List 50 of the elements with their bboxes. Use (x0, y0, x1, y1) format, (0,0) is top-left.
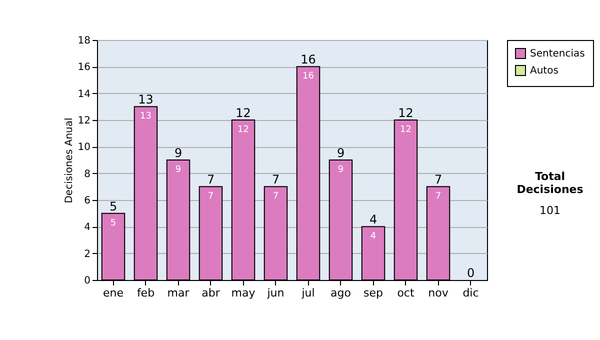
total-label: 12 (398, 106, 414, 120)
x-tick-label: ene (102, 286, 124, 300)
data-label: 16 (302, 72, 314, 82)
total-label: 7 (434, 172, 442, 187)
y-tick-label: 14 (78, 88, 90, 100)
y-tick-label: 12 (78, 116, 90, 126)
x-tick-label: oct (397, 286, 415, 300)
y-axis-title: Decisiones Anual (64, 118, 75, 204)
y-tick-label: 10 (78, 142, 90, 154)
y-tick-label: 2 (84, 248, 90, 260)
total-label: 5 (109, 199, 118, 214)
data-label: 12 (238, 125, 249, 135)
data-label: 13 (140, 112, 152, 122)
data-label: 7 (272, 192, 279, 202)
total-label: 7 (206, 172, 215, 187)
y-tick-label: 0 (84, 276, 90, 286)
y-tick-label: 4 (84, 222, 90, 234)
data-label: 5 (110, 218, 116, 228)
x-tick-label: sep (364, 286, 384, 300)
data-label: 9 (338, 165, 344, 175)
y-tick-label: 18 (78, 36, 90, 46)
text: Total Decisiones (516, 170, 584, 196)
data-label: 12 (400, 125, 412, 135)
y-tick-label: 6 (84, 196, 90, 206)
x-tick-label: feb (136, 286, 155, 300)
x-tick-label: mar (167, 286, 190, 300)
total-label: 9 (336, 146, 345, 160)
x-tick-label: may (231, 286, 256, 300)
data-label: 4 (370, 232, 376, 242)
x-tick-label: dic (462, 286, 479, 300)
x-tick-label: jun (266, 286, 284, 300)
legend-label: Autos (530, 66, 558, 76)
total-label: 9 (174, 146, 182, 160)
text: 101 (538, 204, 562, 217)
data-label: 7 (435, 192, 442, 202)
total-label: 7 (272, 172, 280, 187)
total-label: 0 (466, 266, 475, 280)
total-label: 12 (236, 106, 251, 120)
y-tick-label: 16 (78, 62, 90, 74)
total-label: 4 (369, 212, 378, 227)
data-label: 7 (208, 192, 214, 202)
legend-label: Sentencias (530, 48, 585, 60)
total-label: 13 (138, 92, 154, 107)
x-tick-label: nov (428, 286, 449, 300)
y-tick-label: 8 (84, 168, 90, 180)
x-tick-label: jul (300, 286, 315, 300)
data-label: 9 (175, 165, 182, 175)
total-label: 16 (300, 52, 316, 67)
x-tick-label: ago (330, 286, 352, 300)
x-tick-label: abr (202, 286, 220, 300)
